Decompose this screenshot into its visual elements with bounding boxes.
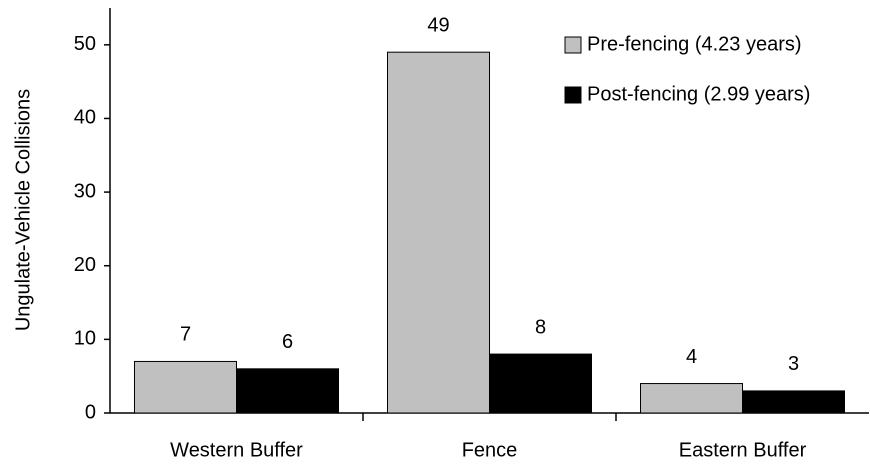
x-tick-label: Western Buffer	[170, 439, 303, 461]
legend-label: Pre-fencing (4.23 years)	[587, 33, 802, 55]
data-label: 49	[427, 14, 449, 36]
y-tick-label: 30	[74, 180, 96, 202]
bar	[489, 353, 592, 414]
y-tick-label: 20	[74, 254, 96, 276]
legend-label: Post-fencing (2.99 years)	[587, 83, 810, 105]
data-label: 3	[788, 353, 799, 375]
legend-swatch	[564, 36, 582, 54]
bar	[134, 360, 237, 414]
legend-swatch	[564, 86, 582, 104]
bar	[640, 383, 743, 414]
data-label: 4	[686, 346, 697, 368]
y-tick-label: 40	[74, 107, 96, 129]
x-tick-label: Fence	[462, 439, 518, 461]
bar	[387, 51, 490, 414]
bar	[236, 368, 339, 414]
y-tick-label: 0	[85, 401, 96, 423]
data-label: 8	[535, 316, 546, 338]
y-tick-label: 50	[74, 33, 96, 55]
data-label: 7	[180, 324, 191, 346]
y-axis-label: Ungulate-Vehicle Collisions	[12, 89, 34, 331]
data-label: 6	[282, 331, 293, 353]
x-tick-label: Eastern Buffer	[679, 439, 807, 461]
bar	[742, 390, 845, 414]
y-tick-label: 10	[74, 328, 96, 350]
